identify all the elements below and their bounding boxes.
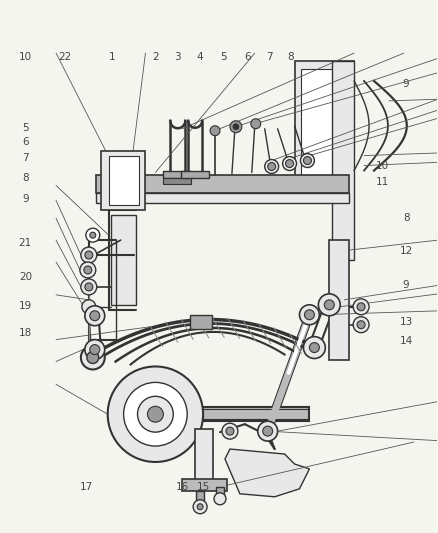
Circle shape [226, 427, 234, 435]
Text: 18: 18 [19, 328, 32, 338]
Bar [109, 156, 138, 205]
Circle shape [318, 294, 340, 316]
Text: 9: 9 [403, 280, 410, 290]
Text: 5: 5 [22, 123, 28, 133]
Text: 7: 7 [266, 52, 272, 62]
Bar [200, 407, 309, 421]
Text: 4: 4 [196, 52, 203, 62]
Circle shape [233, 124, 239, 130]
Text: 21: 21 [19, 238, 32, 248]
Bar [329, 240, 349, 360]
Bar [196, 491, 204, 505]
Circle shape [90, 232, 96, 238]
Circle shape [353, 299, 369, 315]
Bar [216, 487, 224, 497]
Circle shape [193, 500, 207, 514]
Text: 7: 7 [22, 153, 28, 163]
Circle shape [90, 311, 100, 321]
Circle shape [357, 321, 365, 329]
Bar [195, 429, 213, 484]
Circle shape [80, 262, 96, 278]
Text: 6: 6 [22, 137, 28, 147]
Circle shape [86, 228, 100, 242]
Circle shape [90, 345, 100, 354]
Text: 19: 19 [19, 301, 32, 311]
Text: 1: 1 [109, 52, 116, 62]
Circle shape [283, 157, 297, 171]
Text: 22: 22 [58, 52, 71, 62]
Text: 11: 11 [375, 176, 389, 187]
Bar [332, 61, 354, 260]
Bar [190, 315, 212, 329]
Bar [96, 193, 349, 203]
Text: 15: 15 [197, 481, 210, 491]
Circle shape [81, 345, 105, 369]
Circle shape [258, 421, 278, 441]
Circle shape [197, 504, 203, 510]
Circle shape [263, 426, 273, 436]
Text: 12: 12 [399, 246, 413, 256]
Circle shape [84, 266, 92, 274]
Circle shape [268, 163, 276, 171]
Circle shape [230, 121, 242, 133]
Bar [96, 175, 349, 193]
Text: 2: 2 [152, 52, 159, 62]
Circle shape [309, 343, 319, 352]
Text: 17: 17 [80, 481, 93, 491]
Bar [294, 61, 354, 190]
Text: 5: 5 [220, 52, 226, 62]
Circle shape [108, 367, 203, 462]
Circle shape [85, 306, 105, 326]
Text: 14: 14 [399, 336, 413, 346]
Text: 10: 10 [19, 52, 32, 62]
Text: 9: 9 [403, 78, 410, 88]
Circle shape [214, 493, 226, 505]
Circle shape [353, 317, 369, 333]
Text: 9: 9 [22, 193, 28, 204]
Bar [163, 171, 191, 179]
Circle shape [81, 247, 97, 263]
Circle shape [304, 310, 314, 320]
Polygon shape [225, 449, 309, 497]
Circle shape [87, 352, 99, 364]
Circle shape [324, 300, 334, 310]
Text: 20: 20 [19, 272, 32, 282]
Text: 3: 3 [174, 52, 181, 62]
Circle shape [85, 251, 93, 259]
Bar [181, 171, 209, 179]
Circle shape [222, 423, 238, 439]
Bar [182, 479, 227, 491]
Text: 8: 8 [287, 52, 294, 62]
Circle shape [300, 154, 314, 167]
Circle shape [286, 159, 293, 167]
Circle shape [300, 305, 319, 325]
Circle shape [124, 382, 187, 446]
Circle shape [148, 406, 163, 422]
Circle shape [210, 126, 220, 136]
Circle shape [82, 300, 96, 314]
Text: 16: 16 [175, 481, 189, 491]
Circle shape [304, 157, 311, 165]
Circle shape [85, 340, 105, 360]
Bar [301, 69, 347, 181]
Bar [111, 215, 135, 305]
Text: 6: 6 [244, 52, 251, 62]
Circle shape [357, 303, 365, 311]
Text: 10: 10 [376, 161, 389, 171]
Circle shape [81, 279, 97, 295]
Bar [101, 151, 145, 211]
Text: 8: 8 [22, 173, 28, 183]
Bar [163, 179, 191, 184]
Text: 13: 13 [399, 317, 413, 327]
Circle shape [265, 159, 279, 173]
Circle shape [85, 283, 93, 291]
Text: 8: 8 [403, 213, 410, 223]
Circle shape [304, 337, 325, 359]
Circle shape [251, 119, 261, 129]
Circle shape [138, 397, 173, 432]
